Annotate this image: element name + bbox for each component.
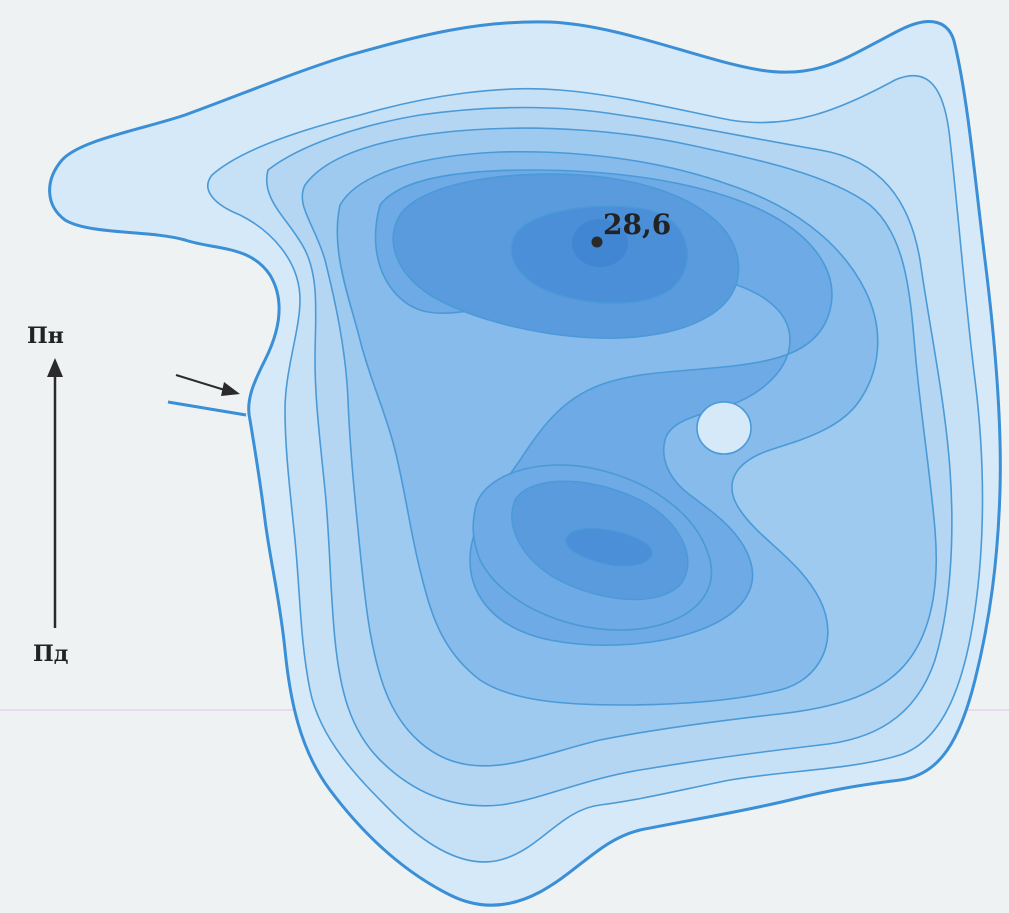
inflow-stream bbox=[167, 400, 247, 417]
orientation-arrow bbox=[47, 358, 63, 628]
north-label: Пн bbox=[27, 323, 64, 349]
depth-label: 28,6 bbox=[603, 208, 671, 241]
deepest-point-marker bbox=[591, 236, 603, 248]
inflow-arrow bbox=[175, 374, 240, 396]
south-label: Пд bbox=[33, 641, 68, 667]
island bbox=[696, 401, 752, 455]
south-basin-core bbox=[565, 527, 653, 567]
